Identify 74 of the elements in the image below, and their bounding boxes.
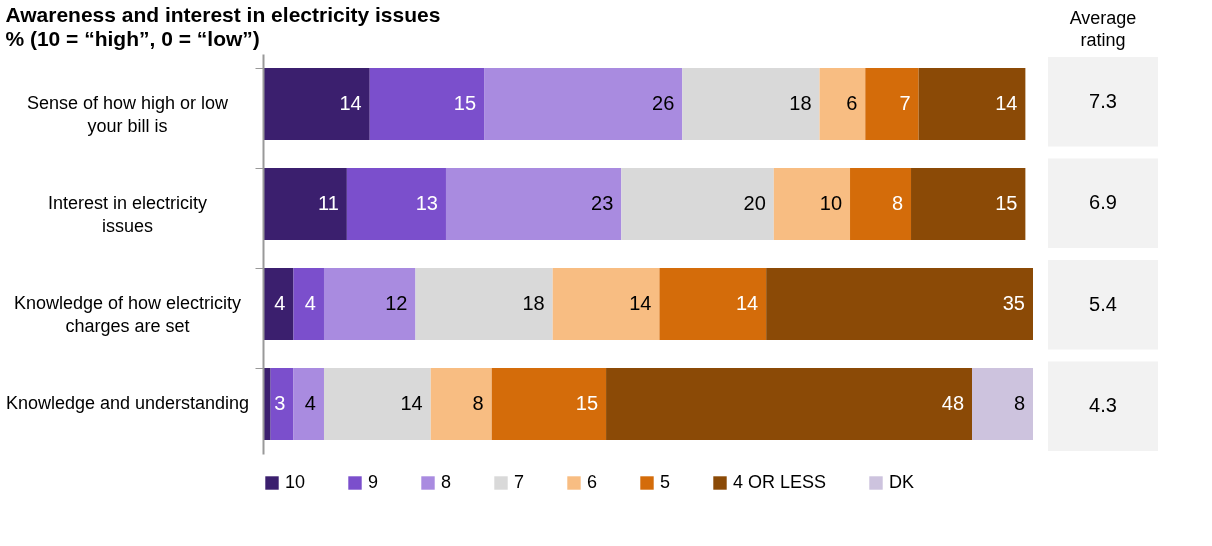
bar	[346, 168, 446, 240]
legend-label: DK	[889, 472, 915, 492]
y-tick-label: Knowledge and understanding	[5, 393, 250, 413]
data-label: 14	[400, 392, 423, 414]
data-label: 8	[1013, 392, 1025, 414]
bar	[263, 168, 347, 240]
data-label: 18	[789, 92, 812, 114]
data-label: 4	[274, 292, 286, 314]
bar	[270, 368, 294, 440]
bar	[293, 268, 324, 340]
data-label: 4	[304, 292, 316, 314]
bar	[865, 68, 919, 140]
bar	[606, 368, 973, 440]
data-label: 15	[453, 92, 477, 114]
bar	[766, 268, 1033, 340]
bar	[323, 368, 431, 440]
bar	[918, 68, 1026, 140]
text: Average rating	[1069, 8, 1137, 50]
bar	[911, 168, 1026, 240]
legend-label: 7	[514, 472, 525, 492]
data-label: 14	[735, 292, 759, 314]
data-label: 26	[652, 92, 675, 114]
legend-label: 6	[587, 472, 598, 492]
text: 7.3	[1089, 89, 1117, 112]
bar	[491, 368, 607, 440]
bar	[552, 268, 660, 340]
bar	[430, 368, 492, 440]
y-tick-label: Interest in electricity issues	[47, 193, 208, 236]
chart-subtitle: % (10 = “high”, 0 = “low”)	[5, 27, 260, 50]
data-label: 14	[629, 292, 652, 314]
data-label: 35	[1002, 292, 1025, 314]
data-label: 13	[415, 192, 438, 214]
data-label: 6	[846, 92, 858, 114]
text: 6.9	[1089, 191, 1117, 214]
bar	[659, 268, 767, 340]
data-label: 3	[274, 392, 286, 414]
data-label: 14	[995, 92, 1018, 114]
bar	[484, 68, 683, 140]
data-label: 15	[575, 392, 599, 414]
data-label: 10	[819, 192, 843, 214]
bar	[323, 268, 416, 340]
legend-label: 10	[285, 472, 306, 492]
data-label: 18	[522, 292, 545, 314]
bar	[773, 168, 851, 240]
data-label: 4	[304, 392, 316, 414]
data-label: 14	[339, 92, 362, 114]
bar	[621, 168, 774, 240]
legend-label: 5	[660, 472, 671, 492]
y-tick-label: Sense of how high or low your bill is	[26, 93, 230, 136]
bar	[682, 68, 820, 140]
data-label: 8	[472, 392, 484, 414]
data-label: 11	[318, 192, 339, 214]
data-label: 7	[899, 92, 911, 114]
bar	[445, 168, 622, 240]
bar	[415, 268, 553, 340]
legend-label: 4 OR LESS	[733, 472, 827, 492]
data-label: 12	[385, 292, 408, 314]
bar	[972, 368, 1033, 440]
text: 5.4	[1089, 292, 1117, 315]
bar	[369, 68, 485, 140]
data-label: 23	[591, 192, 614, 214]
data-label: 15	[995, 192, 1018, 214]
bar	[819, 68, 866, 140]
y-tick-label: Knowledge of how electricity charges are set	[13, 293, 242, 336]
legend-label: 8	[441, 472, 452, 492]
chart-title: Awareness and interest in electricity issues	[5, 3, 441, 26]
legend-label: 9	[368, 472, 379, 492]
text: 4.3	[1089, 394, 1117, 417]
bar	[850, 168, 912, 240]
data-label: 20	[743, 192, 766, 214]
data-label: 8	[891, 192, 904, 214]
data-label: 48	[941, 392, 965, 414]
bar	[293, 368, 324, 440]
bar	[263, 68, 370, 140]
